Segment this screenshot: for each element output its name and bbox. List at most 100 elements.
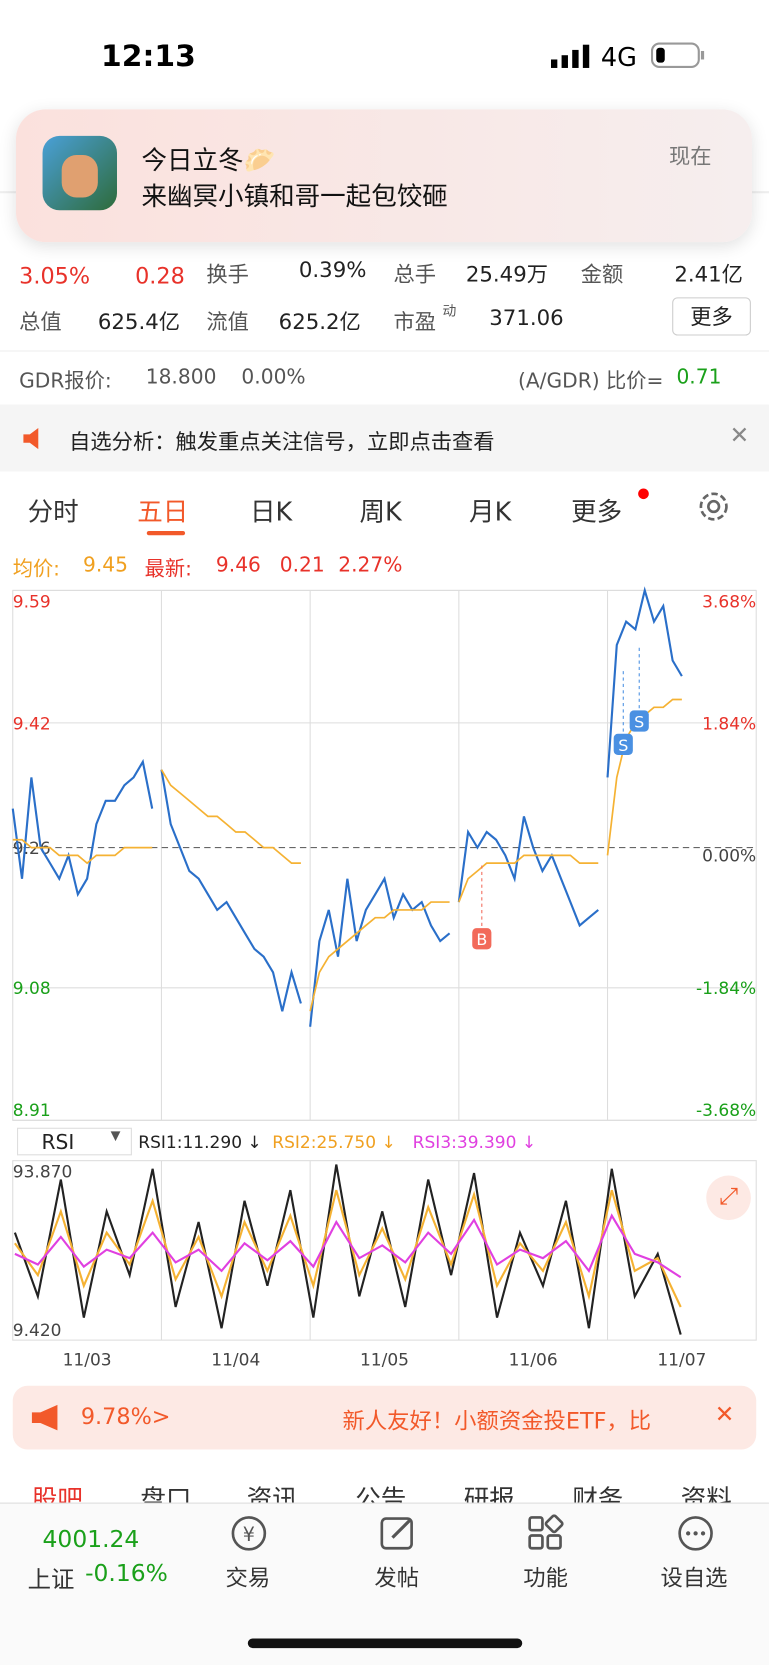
plot-frame: [12, 589, 757, 1121]
y2-tick-label: 0.00%: [702, 847, 756, 867]
gdr-change: 0.00%: [241, 365, 306, 389]
price-line: [309, 875, 451, 1027]
icon-face: [61, 155, 98, 198]
index-change[interactable]: -0.16%: [85, 1560, 168, 1588]
alert-bar[interactable]: [0, 404, 769, 472]
change: 0.28: [135, 263, 185, 289]
function-icon: [528, 1514, 564, 1550]
rsi3-label: RSI3:39.390 ↓: [412, 1131, 537, 1153]
red-dot: [638, 488, 649, 500]
post-icon: [380, 1517, 413, 1550]
annotation-badge: [472, 928, 492, 950]
x-tick-label: 11/03: [63, 1351, 112, 1371]
speaker-icon: [23, 427, 39, 450]
tab[interactable]: 月K: [469, 496, 512, 527]
tab[interactable]: 分时: [27, 496, 79, 527]
rsi2-label: RSI2:25.750 ↓: [272, 1131, 396, 1153]
tab[interactable]: 日K: [249, 496, 293, 527]
last-label: 最新:: [144, 557, 192, 581]
rsi-line: [14, 1189, 682, 1308]
gdr-label: GDR报价:: [19, 369, 112, 393]
price-line: [457, 816, 599, 928]
price-line: [160, 769, 302, 1012]
notification[interactable]: 今日立冬🥟 来幽冥小镇和哥一起包饺砸 现在: [15, 109, 752, 243]
nav-item[interactable]: 设自选: [660, 1565, 728, 1591]
rsi-tick-label: 9.420: [13, 1321, 62, 1341]
price-line: [11, 758, 154, 898]
tab-underline: [146, 530, 186, 536]
y-tick-label: 9.59: [13, 592, 51, 612]
chart: 9.599.429.269.088.913.68%1.84%0.00%-1.84…: [11, 586, 757, 1371]
price-line: [458, 854, 599, 903]
annotation-badge: [629, 710, 649, 732]
trade-icon: ¥: [231, 1516, 267, 1551]
tab[interactable]: 周K: [359, 496, 402, 527]
annotation-label: S: [618, 736, 628, 755]
close-icon[interactable]: ✕: [729, 422, 750, 450]
expand-button[interactable]: ⤢: [706, 1175, 751, 1221]
notification-title: 今日立冬🥟: [141, 145, 276, 176]
watchlist-icon: [678, 1516, 713, 1551]
nav-item[interactable]: 发帖: [374, 1565, 420, 1591]
stat-value: 625.2亿: [278, 309, 361, 335]
stat-value: 25.49万: [465, 261, 549, 287]
stat-value: 2.41亿: [674, 261, 743, 287]
notification-time: 现在: [669, 143, 712, 169]
stat-value: 0.39%: [298, 256, 367, 283]
nav-item[interactable]: 功能: [523, 1565, 568, 1591]
gdr-price: 18.800: [145, 365, 217, 389]
tab-active[interactable]: 五日: [137, 496, 189, 527]
last-value: 9.46: [215, 553, 261, 577]
promo-text[interactable]: 新人友好！小额资金投ETF，比: [342, 1408, 652, 1434]
battery: [650, 42, 705, 68]
time: 12:13: [101, 38, 196, 74]
index-name[interactable]: 上证: [27, 1567, 75, 1594]
rsi-selector[interactable]: RSI: [17, 1127, 132, 1156]
stat-value: 625.4亿: [97, 309, 181, 335]
notification-body: 来幽冥小镇和哥一起包饺砸: [141, 181, 448, 212]
promo-rate[interactable]: 9.78%>: [80, 1403, 171, 1430]
nav-item[interactable]: 交易: [225, 1565, 271, 1591]
gdr-ratio: 0.71: [676, 365, 722, 389]
settings-icon[interactable]: [697, 490, 731, 524]
stat-label: 金额: [580, 261, 624, 287]
rsi-line: [14, 1213, 682, 1279]
network: 4G: [600, 42, 637, 73]
last-change-pct: 2.27%: [338, 553, 403, 577]
x-tick-label: 11/05: [360, 1351, 409, 1371]
app-icon: [42, 135, 117, 211]
alert-text[interactable]: 自选分析：触发重点关注信号，立即点击查看: [69, 429, 495, 455]
stat-label: 换手: [206, 261, 249, 287]
promo-bar[interactable]: [12, 1385, 757, 1450]
y-tick-label: 8.91: [13, 1101, 51, 1121]
x-tick-label: 11/04: [211, 1351, 260, 1371]
promo-close[interactable]: ✕: [714, 1401, 735, 1429]
home-indicator: [247, 1638, 523, 1649]
x-tick-label: 11/06: [509, 1351, 558, 1371]
rsi-tick-label: 93.870: [13, 1163, 73, 1183]
price-line: [309, 901, 450, 1012]
tab[interactable]: 更多: [571, 496, 623, 527]
more-button[interactable]: 更多: [672, 297, 751, 336]
y2-tick-label: 1.84%: [702, 714, 756, 734]
avg-label: 均价:: [12, 557, 60, 581]
stat-sup: 动: [442, 303, 457, 320]
annotation-badge: [613, 733, 633, 756]
dropdown-arrow: ▼: [110, 1127, 121, 1143]
y2-tick-label: -3.68%: [696, 1101, 756, 1121]
stat-label: 市盈: [393, 309, 437, 335]
change-pct: 3.05%: [19, 263, 91, 289]
svg-text:¥: ¥: [243, 1523, 255, 1546]
price-line: [12, 838, 153, 865]
stat-value: 371.06: [489, 304, 564, 331]
signal: [550, 44, 590, 68]
price-line: [606, 586, 683, 778]
gdr-ratio-label: (A/GDR) 比价=: [517, 369, 664, 393]
stat-label: 总手: [393, 261, 437, 287]
y2-tick-label: 3.68%: [702, 592, 756, 612]
rsi1-label: RSI1:11.290 ↓: [138, 1131, 262, 1153]
last-change: 0.21: [279, 553, 325, 577]
index-value[interactable]: 4001.24: [42, 1527, 140, 1554]
